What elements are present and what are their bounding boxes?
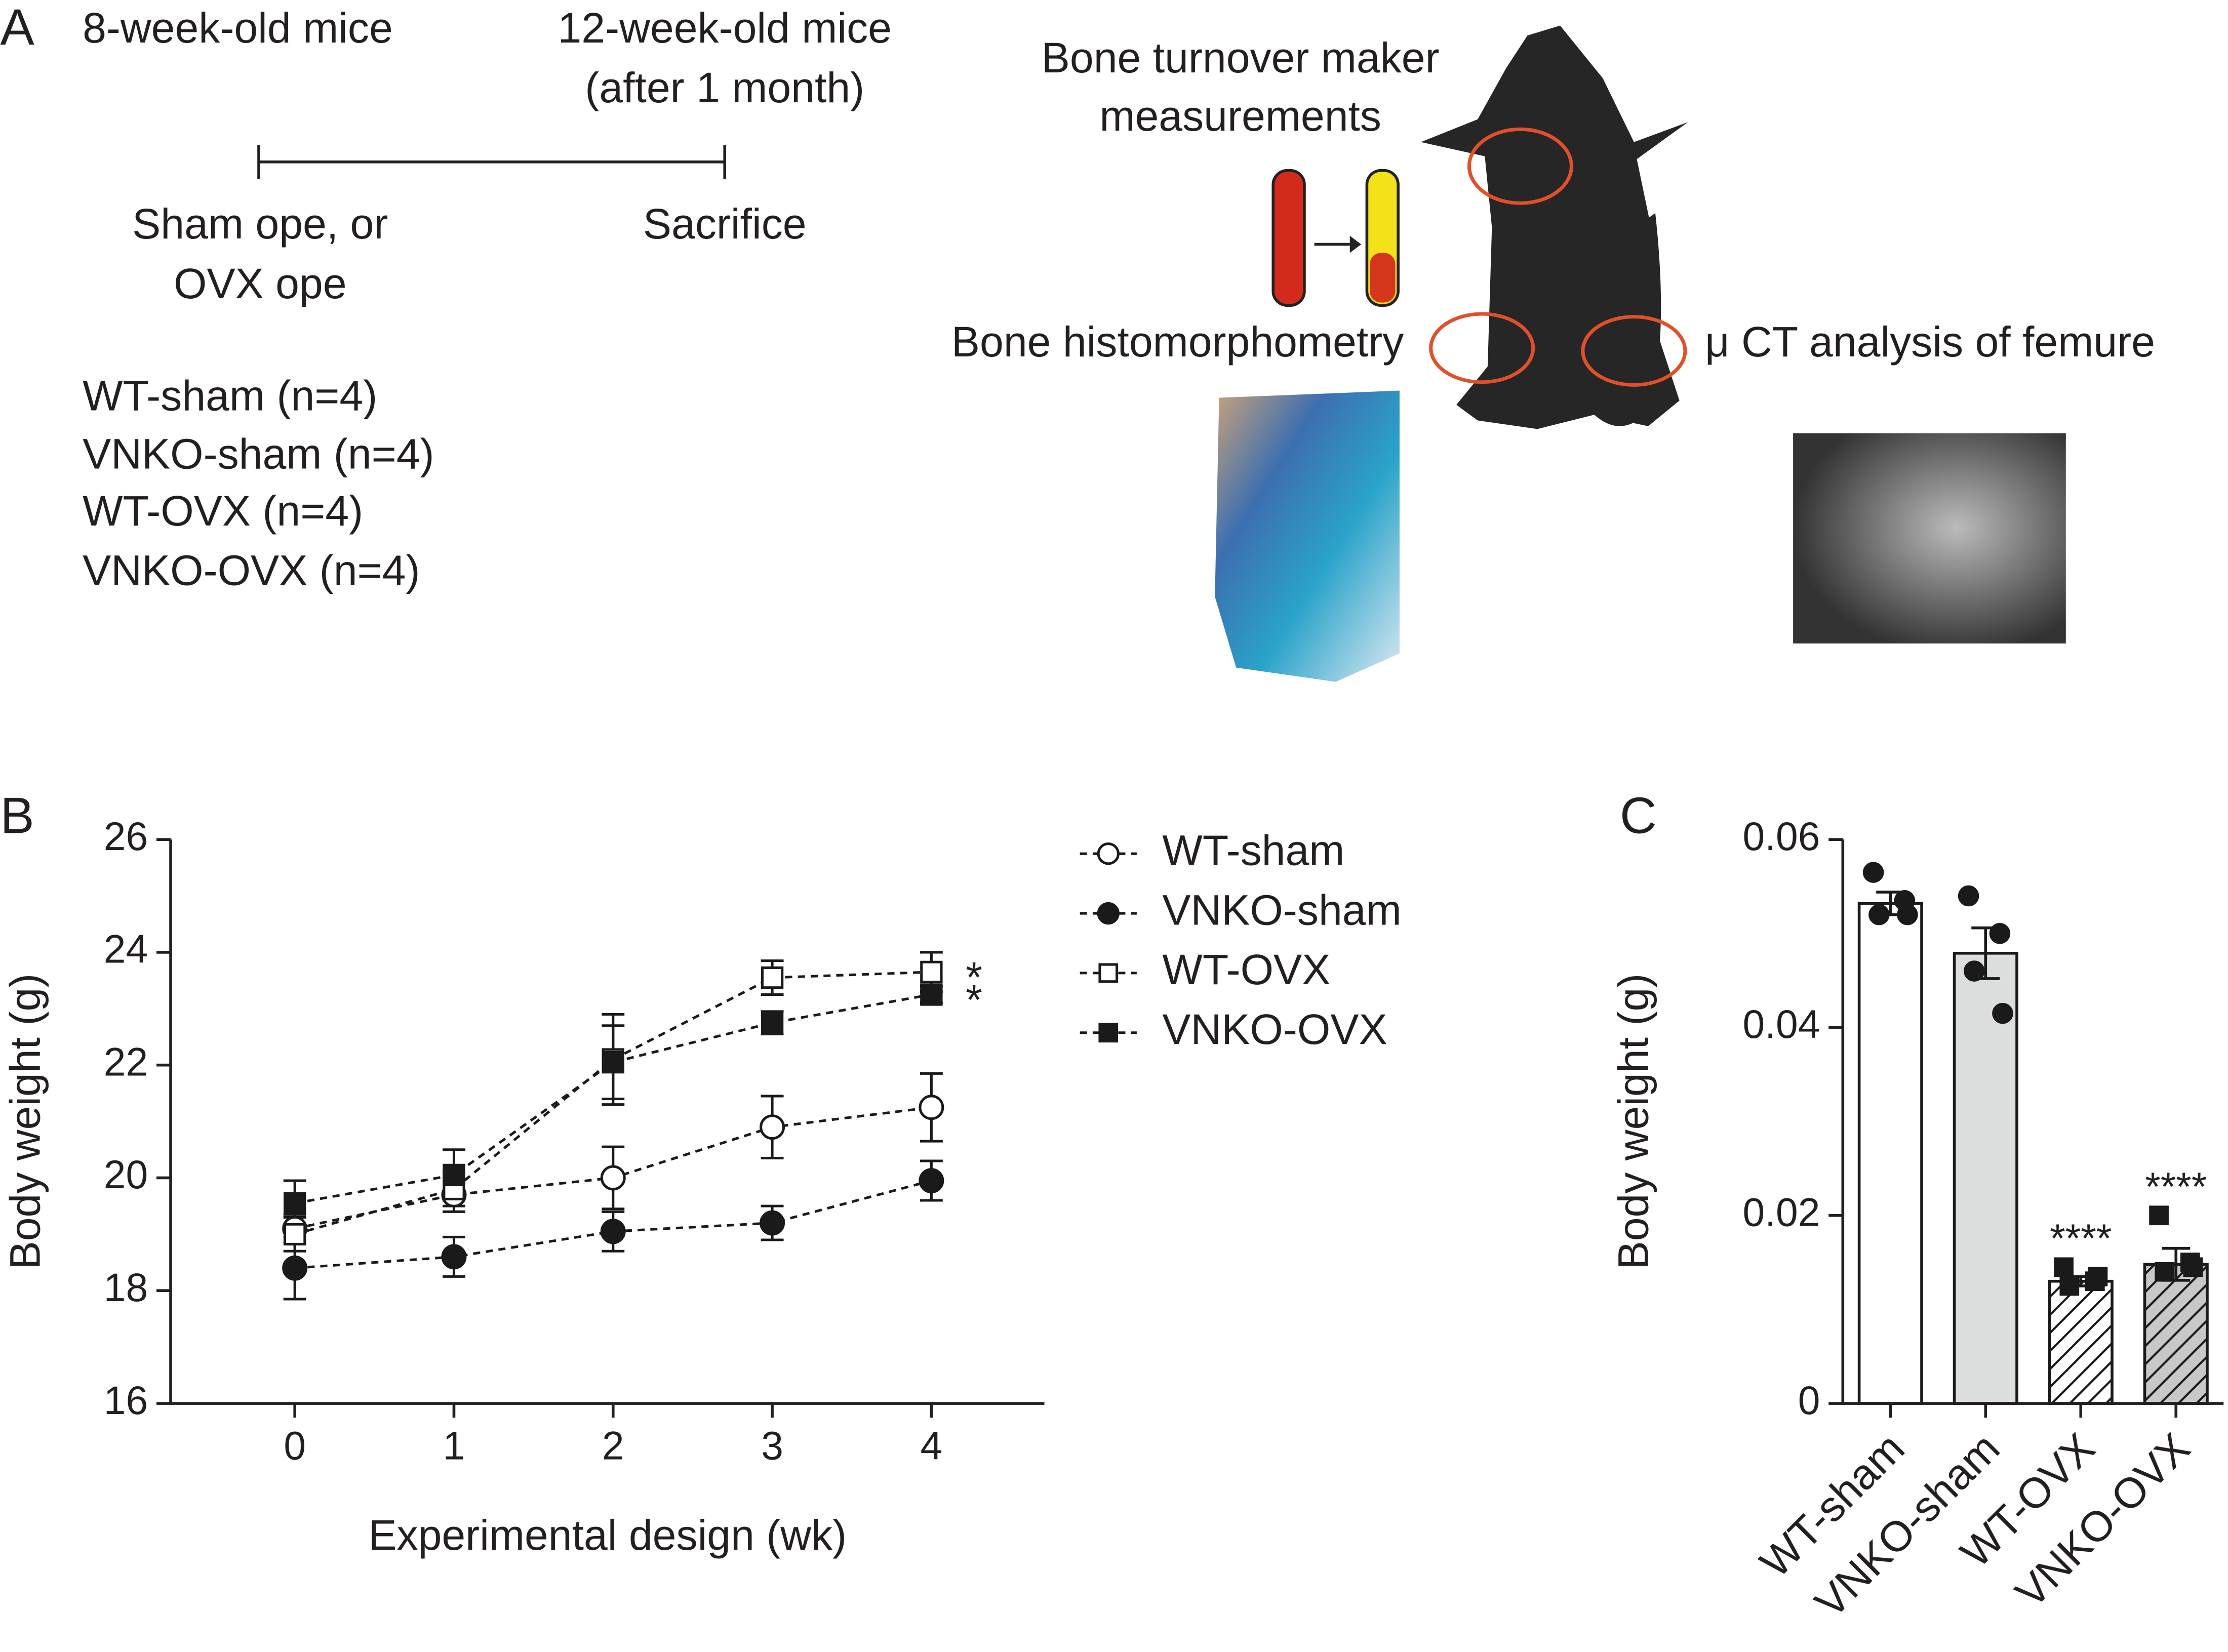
bar — [2048, 1279, 2114, 1405]
panel-label: B — [0, 788, 34, 844]
measure-label: Bone turnover maker — [1042, 34, 1440, 82]
legend-marker — [1098, 1023, 1119, 1043]
event: OVX ope — [174, 260, 347, 307]
blood-tube — [1271, 169, 1306, 307]
data-point — [760, 1114, 785, 1140]
arrow-head — [1349, 235, 1362, 253]
region-marker — [1429, 312, 1535, 384]
y-tick-label: 0 — [1798, 1378, 1820, 1423]
timeline-end: 12-week-old mice — [558, 4, 892, 52]
region-marker — [1467, 127, 1573, 205]
data-point — [1958, 885, 1979, 907]
data-point — [284, 1223, 306, 1246]
data-point — [600, 1219, 626, 1244]
y-tick-label: 0.04 — [1743, 1002, 1820, 1046]
x-tick-label: 2 — [602, 1424, 624, 1468]
y-tick-label: 24 — [104, 927, 148, 972]
data-point — [600, 1165, 626, 1191]
legend-marker — [1097, 842, 1120, 865]
bar — [1953, 951, 2018, 1405]
legend-label: WT-sham — [1162, 826, 1344, 874]
x-tick-label: 3 — [761, 1424, 783, 1468]
histology-image — [1215, 390, 1400, 682]
group: WT-OVX (n=4) — [83, 487, 363, 535]
legend-label: WT-OVX — [1162, 946, 1330, 993]
data-point — [2059, 1276, 2080, 1296]
significance: * — [966, 953, 982, 1001]
y-tick-label: 20 — [104, 1152, 148, 1197]
event: Sham ope, or — [132, 200, 388, 248]
y-tick-label: 22 — [104, 1039, 148, 1084]
group: VNKO-sham (n=4) — [83, 430, 434, 478]
data-point — [1992, 1002, 2013, 1024]
data-point — [2155, 1262, 2175, 1282]
data-point — [1989, 923, 2011, 944]
data-point — [760, 1210, 785, 1236]
data-point — [1964, 960, 1985, 982]
series-line — [294, 993, 932, 1205]
series-line — [294, 971, 932, 1236]
y-tick-label: 18 — [104, 1265, 148, 1310]
y-tick-label: 0.02 — [1743, 1190, 1820, 1234]
legend-label: VNKO-OVX — [1162, 1005, 1387, 1053]
region-marker — [1581, 315, 1687, 387]
data-point — [1868, 904, 1890, 925]
data-point — [761, 966, 784, 989]
y-tick-label: 16 — [104, 1378, 148, 1423]
significance: **** — [2145, 1164, 2207, 1209]
measure-label: measurements — [1099, 92, 1381, 140]
event: Sacrifice — [643, 200, 807, 248]
panel-label: C — [1620, 788, 1657, 844]
data-point — [1862, 862, 1884, 883]
serum-tube-clot — [1370, 253, 1396, 303]
x-tick-label: 4 — [921, 1424, 943, 1468]
mouse — [1421, 25, 1688, 429]
measure-label: Bone histomorphometry — [951, 318, 1404, 366]
y-tick-label: 0.06 — [1743, 814, 1820, 859]
data-point — [919, 1095, 944, 1120]
group: WT-sham (n=4) — [83, 372, 377, 420]
data-point — [602, 1051, 624, 1074]
legend-label: VNKO-sham — [1162, 886, 1401, 934]
panel-label: A — [0, 0, 34, 56]
data-point — [2149, 1205, 2169, 1226]
data-point — [441, 1244, 467, 1270]
measure-label: μ CT analysis of femure — [1705, 318, 2155, 366]
data-point — [2054, 1257, 2074, 1277]
data-point — [920, 983, 943, 1006]
y-axis-label: Body weight (g) — [1610, 974, 1657, 1270]
y-tick-label: 26 — [104, 814, 148, 859]
bar — [2143, 1263, 2209, 1405]
x-axis-label: Experimental design (wk) — [368, 1511, 847, 1559]
timeline-end: (after 1 month) — [585, 64, 864, 111]
data-point — [2088, 1267, 2108, 1286]
significance: **** — [2050, 1216, 2112, 1261]
data-point — [284, 1192, 306, 1215]
data-point — [1897, 904, 1918, 925]
legend-marker — [1098, 963, 1119, 983]
y-axis-label: Body weight (g) — [2, 974, 49, 1270]
data-point — [443, 1163, 465, 1187]
data-point — [2183, 1257, 2203, 1277]
mouse-tail — [1591, 213, 1661, 426]
group: VNKO-OVX (n=4) — [83, 547, 420, 594]
bar — [1857, 902, 1923, 1405]
data-point — [761, 1011, 784, 1034]
x-tick-label: 1 — [443, 1424, 465, 1468]
timeline-start: 8-week-old mice — [83, 4, 393, 52]
ct-image — [1793, 433, 2066, 643]
x-tick-label: 0 — [284, 1424, 306, 1468]
significance: * — [966, 976, 982, 1024]
legend-marker — [1097, 902, 1120, 925]
data-point — [919, 1168, 944, 1194]
data-point — [282, 1255, 308, 1281]
data-point — [920, 960, 943, 984]
